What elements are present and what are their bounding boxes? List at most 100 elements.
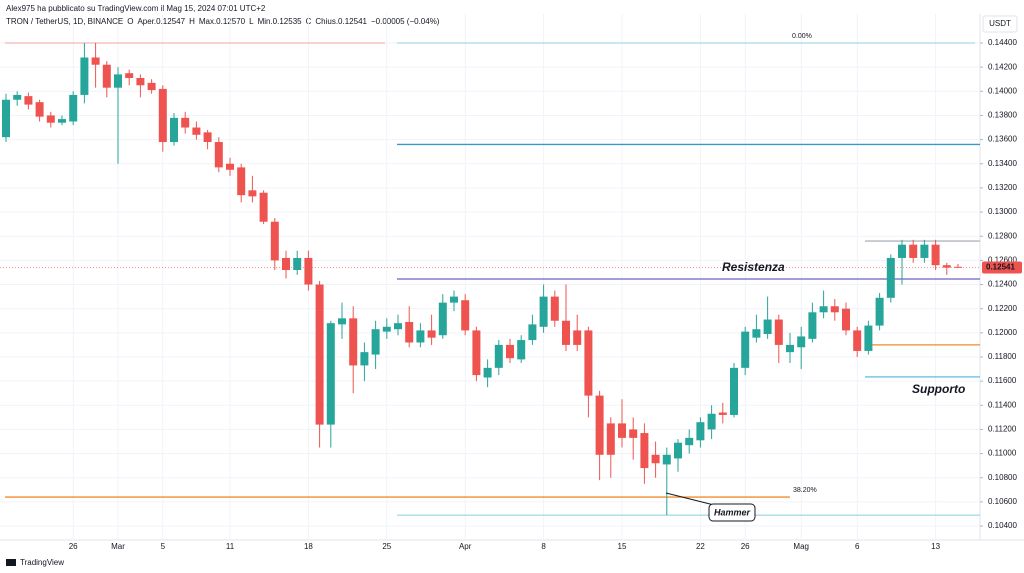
x-tick-label: Mag [793, 542, 809, 551]
x-tick-label: Mar [111, 542, 125, 551]
y-tick-label: 0.11600 [988, 376, 1017, 385]
candle-body [763, 319, 772, 335]
candle-body [382, 326, 391, 332]
candle-body [830, 306, 839, 313]
candle-body [24, 96, 33, 105]
y-tick-label: 0.11400 [988, 400, 1017, 409]
candle-body [304, 257, 313, 285]
candle-body [797, 336, 806, 348]
candle-body [80, 57, 89, 95]
candle-body [550, 296, 559, 321]
x-tick-label: 22 [696, 542, 705, 551]
x-tick-label: 13 [931, 542, 940, 551]
candle-body [114, 74, 122, 88]
y-tick-label: 0.11000 [988, 449, 1017, 458]
candle-body [58, 119, 66, 123]
candle-body [494, 344, 503, 368]
x-tick-label: 18 [304, 542, 313, 551]
candle-body [954, 266, 962, 268]
x-tick-label: 8 [541, 542, 546, 551]
candle-body [864, 325, 873, 351]
candle-body [730, 367, 738, 415]
candle-body [136, 78, 145, 86]
candle-body [91, 57, 100, 65]
legend-text: H [189, 17, 195, 26]
candle-body [237, 167, 246, 196]
x-tick-label: 26 [741, 542, 750, 551]
candle-body [13, 94, 22, 100]
candle-body [170, 117, 178, 143]
y-tick-label: 0.12400 [988, 280, 1017, 289]
candle-body [371, 329, 380, 355]
x-tick-label: 5 [161, 542, 166, 551]
candle-body [752, 329, 761, 338]
y-tick-label: 0.12200 [988, 304, 1017, 313]
candle-body [909, 244, 918, 258]
candle-body [741, 331, 750, 368]
candle-body [270, 221, 279, 261]
candle-body [808, 312, 817, 339]
y-tick-label: 0.10400 [988, 521, 1017, 530]
y-tick-label: 0.13600 [988, 135, 1017, 144]
annotation: Resistenza [722, 260, 785, 274]
x-tick-label: 6 [855, 542, 860, 551]
y-tick-label: 0.13800 [988, 111, 1017, 120]
candle-body [450, 296, 458, 303]
candle-body [472, 330, 481, 376]
candle-body [707, 413, 716, 430]
candle-body [528, 324, 537, 341]
y-tick-label: 0.13200 [988, 183, 1017, 192]
legend-text: O [127, 17, 133, 26]
x-tick-label: 26 [69, 542, 78, 551]
y-tick-label: 0.12600 [988, 255, 1017, 264]
candle-body [562, 320, 570, 345]
y-tick-label: 0.13000 [988, 207, 1017, 216]
candle-body [405, 321, 414, 343]
candle-body [394, 323, 402, 330]
legend-text: TRON / TetherUS, 1D, BINANCE [6, 17, 123, 26]
price-badge [982, 261, 1022, 274]
candle-body [158, 88, 167, 143]
candle-body [640, 433, 649, 469]
candle-body [125, 73, 134, 79]
candle-body [326, 323, 335, 425]
callout-pointer [665, 492, 715, 506]
candle-body [920, 244, 929, 258]
y-tick-label: 0.14400 [988, 38, 1017, 47]
legend-text: Max.0.12570 [199, 17, 246, 26]
candle-body [606, 423, 615, 455]
candle-body [696, 422, 705, 441]
legend-text: −0.00005 (−0.04%) [371, 17, 440, 26]
candle-body [226, 163, 234, 170]
y-tick-label: 0.10600 [988, 497, 1017, 506]
candle-body [506, 344, 514, 359]
candle-body [102, 64, 111, 88]
currency: USDT [989, 19, 1011, 28]
y-tick-label: 0.12800 [988, 231, 1017, 240]
y-tick-label: 0.14200 [988, 62, 1017, 71]
brand-logo [6, 559, 16, 566]
candle-body [181, 117, 190, 128]
y-tick-label: 0.11800 [988, 352, 1017, 361]
candle-body [584, 330, 593, 396]
candle-body [853, 330, 862, 351]
candle-body [483, 367, 492, 378]
candle-body [886, 257, 895, 298]
candle-body [293, 257, 302, 271]
legend-text: Min.0.12535 [258, 17, 303, 26]
x-tick-label: Apr [459, 542, 472, 551]
candle-body [819, 306, 828, 313]
candle-body [629, 429, 638, 438]
candle-body [2, 99, 10, 138]
candle-body [69, 94, 78, 122]
candle-body [259, 192, 268, 222]
candle-body [774, 319, 783, 345]
y-tick-label: 0.10800 [988, 473, 1017, 482]
candle-body [282, 257, 290, 271]
candle-body [315, 284, 324, 425]
candle-body [46, 115, 55, 123]
legend-text: L [249, 17, 254, 26]
candle-body [674, 442, 682, 459]
annotation: Hammer [714, 507, 751, 517]
